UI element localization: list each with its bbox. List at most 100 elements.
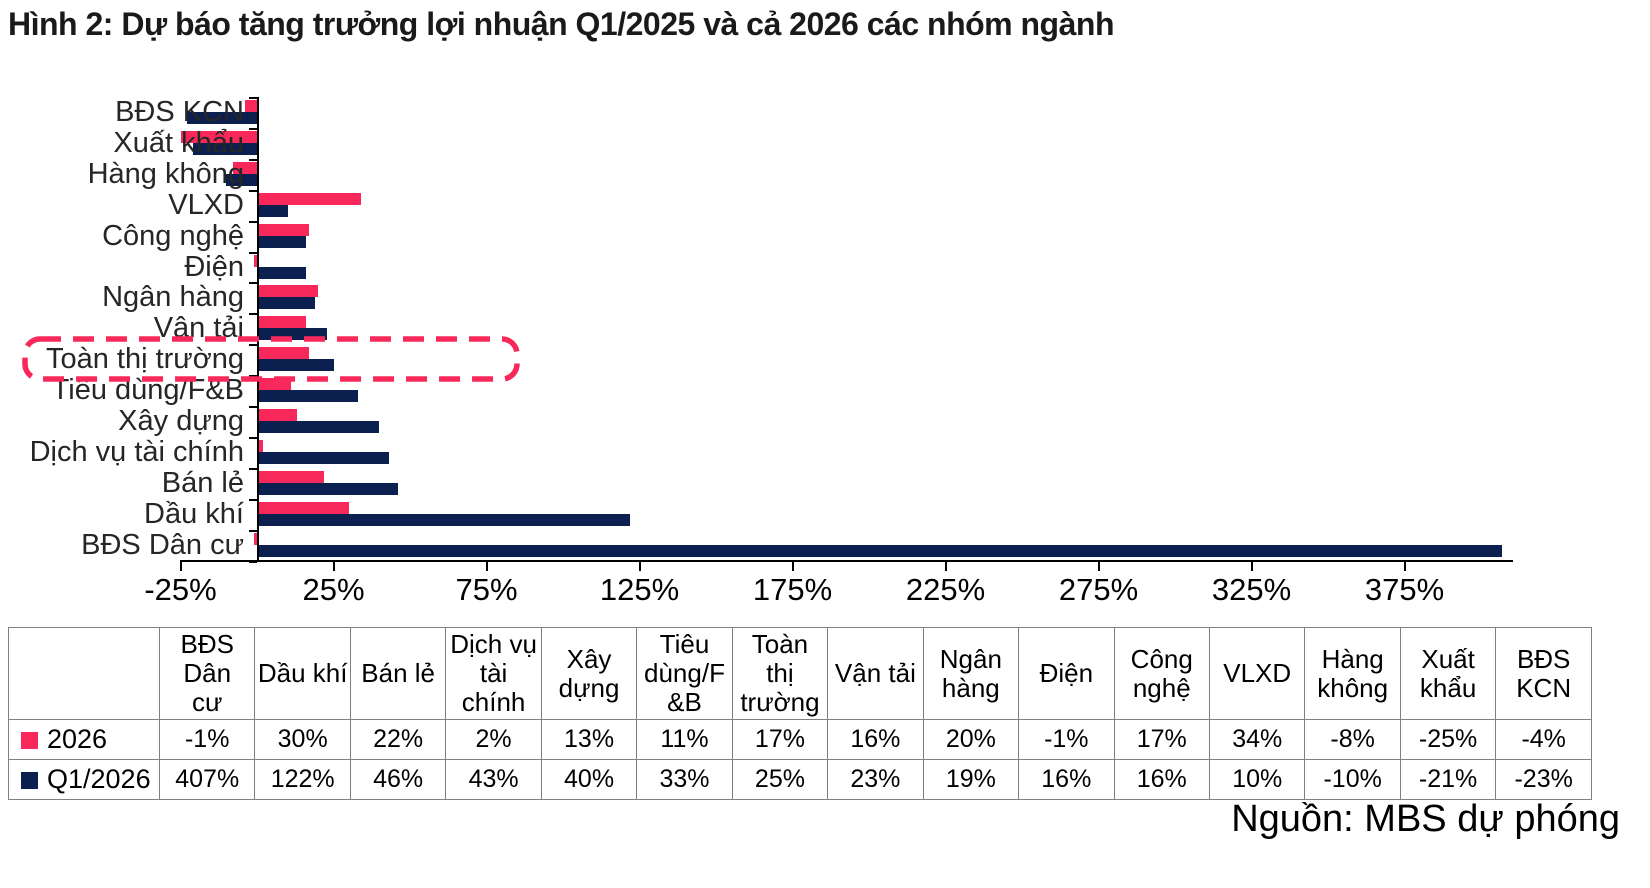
- table-cell: 407%: [158, 759, 256, 801]
- table-cell: 20%: [922, 719, 1020, 761]
- y-axis-tick: [249, 282, 257, 285]
- table-cell: 25%: [731, 759, 829, 801]
- table-cell: 2%: [445, 719, 542, 761]
- highlight-dashed-box: [22, 336, 520, 382]
- legend-cell: 2026: [8, 719, 160, 761]
- x-axis-tick: [791, 560, 794, 571]
- table-cell: 43%: [445, 759, 542, 801]
- table-col-header: Công nghệ: [1113, 626, 1210, 721]
- y-axis-tick: [249, 344, 257, 347]
- bar-q1-2026: [257, 421, 380, 433]
- table-cell: -8%: [1304, 719, 1401, 761]
- bar-2026: [257, 470, 325, 483]
- bar-2026: [257, 347, 310, 360]
- bar-2026: [257, 316, 306, 329]
- bar-chart: BĐS KCN Xuất khẩu Hàng không VLXD Công nghệ Đ…: [22, 96, 1513, 607]
- category-label: Công nghệ: [102, 219, 244, 252]
- y-axis-tick: [249, 189, 257, 192]
- table-cell: 34%: [1208, 719, 1306, 761]
- table-cell: 16%: [1018, 759, 1115, 801]
- table-data-row: 2026 -1% 30% 22% 2% 13% 11% 17% 16% 20% -1% 17% 34% -…: [8, 719, 1592, 761]
- table-col-header: Bán lẻ: [349, 626, 447, 721]
- x-tick-label: 225%: [905, 571, 986, 607]
- bar-2026: [232, 161, 257, 174]
- table-cell: 17%: [1113, 719, 1210, 761]
- bar-2026: [257, 439, 264, 452]
- y-axis-tick: [249, 467, 257, 470]
- table-cell: 22%: [349, 719, 447, 761]
- x-axis-tick: [332, 560, 335, 571]
- table-col-header: Tiêu dùng/F &B: [636, 626, 733, 721]
- bar-2026: [257, 501, 349, 514]
- bar-q1-2026: [226, 173, 257, 186]
- x-axis-tick: [1250, 560, 1253, 571]
- table-col-header: Dịch vụ tài chính: [445, 626, 542, 721]
- table-col-header: VLXD: [1208, 626, 1306, 721]
- x-axis-line: [179, 559, 1513, 562]
- x-tick-label: 75%: [455, 571, 518, 607]
- legend-label: Q1/2026: [47, 764, 151, 795]
- table-corner-cell: [8, 626, 160, 721]
- x-tick-label: 375%: [1364, 571, 1445, 607]
- y-axis-tick: [249, 529, 257, 532]
- bar-q1-2026: [186, 112, 257, 124]
- legend-marker-2026: [21, 732, 38, 750]
- y-axis-tick: [249, 127, 257, 130]
- category-label: Xây dựng: [118, 405, 244, 437]
- category-label: Vận tải: [153, 312, 244, 345]
- x-tick-label: 275%: [1058, 571, 1139, 607]
- bar-q1-2026: [257, 359, 334, 372]
- table-col-header: Vận tải: [827, 626, 924, 721]
- table-header-row: BĐS Dân cư Dầu khí Bán lẻ Dịch vụ tài chính Xây d…: [8, 626, 1592, 721]
- table-cell: 46%: [349, 759, 447, 801]
- y-axis-tick: [249, 375, 257, 378]
- y-axis-line: [257, 97, 259, 561]
- table-col-header: BĐS Dân cư: [158, 626, 256, 721]
- category-label: Điện: [184, 250, 244, 283]
- y-axis-tick: [249, 498, 257, 501]
- y-axis-tick: [249, 97, 257, 99]
- table-cell: 23%: [827, 759, 924, 801]
- table-cell: 30%: [254, 719, 351, 761]
- table-cell: 16%: [827, 719, 924, 761]
- x-axis-tick: [638, 560, 641, 571]
- bar-2026: [253, 254, 257, 267]
- table-cell: -1%: [1018, 719, 1115, 761]
- category-label: Ngân hàng: [102, 281, 244, 314]
- bar-q1-2026: [257, 390, 358, 403]
- category-label: Hàng không: [87, 157, 244, 190]
- table-cell: -1%: [158, 719, 256, 761]
- y-axis-tick: [249, 251, 257, 254]
- category-label: BĐS KCN: [115, 96, 244, 128]
- table-cell: 13%: [540, 719, 638, 761]
- table-cell: -21%: [1399, 759, 1497, 801]
- table-cell: 33%: [636, 759, 733, 801]
- category-label: BĐS Dân cư: [81, 528, 244, 561]
- bar-q1-2026: [192, 142, 257, 155]
- bar-q1-2026: [257, 513, 631, 526]
- category-label: Dịch vụ tài chính: [29, 435, 244, 468]
- bar-2026: [257, 409, 297, 421]
- y-axis-tick: [249, 220, 257, 223]
- x-axis-tick: [485, 560, 488, 571]
- highlight-dashed-box-outline: [22, 336, 520, 382]
- legend-marker-q1-2026: [21, 772, 38, 790]
- legend-cell: Q1/2026: [8, 759, 160, 801]
- x-tick-label: 175%: [752, 571, 833, 607]
- data-table: BĐS Dân cư Dầu khí Bán lẻ Dịch vụ tài chính Xây d…: [8, 626, 1592, 801]
- x-axis-tick: [1097, 560, 1100, 571]
- category-label: Bán lẻ: [161, 466, 244, 499]
- y-axis-tick: [249, 406, 257, 408]
- table-col-header: Điện: [1018, 626, 1115, 721]
- table-cell: 11%: [636, 719, 733, 761]
- table-col-header: Hàng không: [1304, 626, 1401, 721]
- x-tick-label: -25%: [144, 571, 217, 607]
- bar-q1-2026: [257, 451, 389, 464]
- table-cell: -25%: [1399, 719, 1497, 761]
- bar-2026: [244, 100, 257, 112]
- table-cell: 10%: [1208, 759, 1306, 801]
- x-axis-tick: [944, 560, 947, 571]
- table-cell: 16%: [1113, 759, 1210, 801]
- bar-2026: [180, 130, 257, 143]
